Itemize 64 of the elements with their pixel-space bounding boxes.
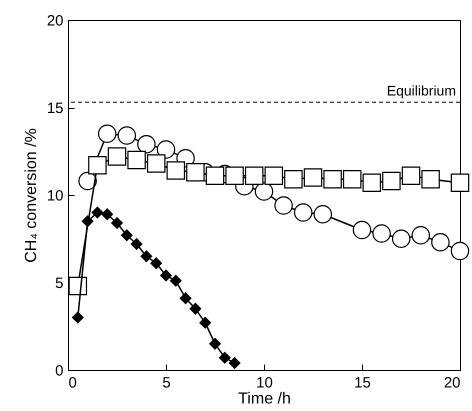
point — [352, 220, 372, 240]
point — [92, 206, 104, 218]
point — [82, 215, 94, 228]
point — [450, 242, 470, 260]
point — [218, 352, 231, 364]
point — [199, 316, 212, 329]
point — [130, 238, 142, 250]
point — [392, 230, 410, 248]
point — [166, 161, 186, 180]
point — [225, 166, 244, 186]
x-tick-label: 0 — [68, 374, 77, 392]
x-tick-label: 5 — [162, 374, 171, 392]
x-axis-title: Time /h — [238, 390, 291, 408]
point — [304, 168, 322, 187]
point — [140, 250, 152, 262]
point — [412, 226, 430, 244]
point — [118, 126, 136, 145]
point — [402, 166, 420, 186]
point — [209, 338, 221, 350]
y-axis-title: CH₄ conversion /% — [22, 128, 40, 263]
point — [186, 162, 205, 182]
point — [254, 182, 274, 201]
point — [206, 166, 224, 186]
x-tick-label: 10 — [256, 374, 273, 392]
y-tick-label: 20 — [46, 12, 64, 30]
point — [88, 156, 107, 175]
point — [120, 229, 133, 242]
point — [156, 140, 176, 159]
point — [228, 357, 240, 369]
point — [101, 208, 114, 220]
y-tick-label: 0 — [55, 362, 64, 380]
point — [190, 302, 202, 315]
point — [421, 170, 440, 189]
point — [372, 224, 391, 243]
point — [362, 173, 382, 192]
point — [68, 276, 88, 296]
point — [127, 150, 146, 170]
point — [108, 147, 126, 166]
x-tick-label: 15 — [354, 374, 371, 392]
y-tick-label: 15 — [46, 100, 64, 117]
point — [284, 170, 303, 189]
point — [244, 166, 264, 186]
x-tick-label: 20 — [444, 374, 460, 392]
point — [264, 166, 284, 186]
point — [314, 205, 332, 224]
y-tick-label: 10 — [46, 188, 64, 204]
point — [274, 196, 293, 215]
point — [160, 270, 172, 282]
point — [150, 257, 162, 270]
y-tick-label: 5 — [55, 275, 64, 292]
point — [323, 170, 342, 189]
point — [170, 274, 182, 287]
point — [72, 312, 84, 324]
point — [294, 203, 312, 222]
point — [180, 292, 192, 304]
point — [146, 154, 166, 173]
point — [111, 217, 123, 229]
point — [137, 135, 156, 154]
point — [450, 173, 470, 192]
point — [98, 124, 116, 143]
point — [342, 170, 362, 189]
ref-line-label: Equilibrium — [386, 82, 456, 98]
point — [382, 172, 401, 190]
point — [431, 233, 450, 252]
